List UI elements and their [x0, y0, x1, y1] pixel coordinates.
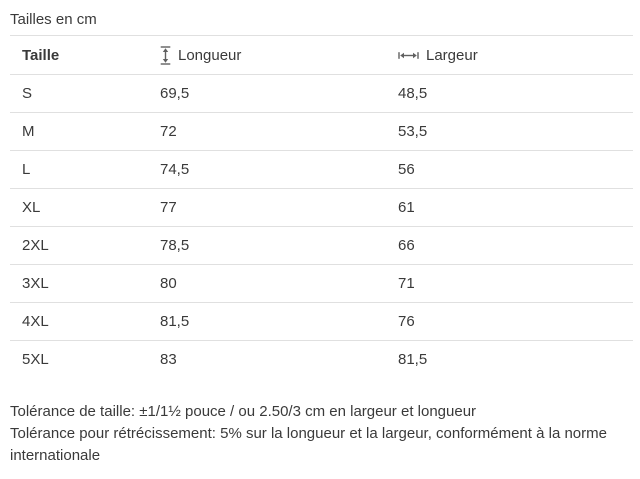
cell-length: 80 — [148, 264, 386, 303]
tolerance-size-note: Tolérance de taille: ±1/1½ pouce / ou 2.… — [10, 402, 477, 420]
table-row: XL 77 61 — [10, 188, 633, 227]
tolerance-notes: Tolérance de taille: ±1/1½ pouce / ou 2.… — [10, 401, 614, 467]
table-row: 3XL 80 71 — [10, 264, 633, 303]
page-title: Tailles en cm — [10, 11, 97, 28]
cell-length: 69,5 — [148, 74, 386, 113]
cell-width: 56 — [386, 150, 633, 189]
cell-size: S — [10, 74, 148, 113]
header-cell-width: Largeur — [386, 35, 633, 75]
table-header-row: Taille Long — [10, 35, 633, 75]
cell-width: 48,5 — [386, 74, 633, 113]
cell-length: 83 — [160, 351, 177, 369]
header-cell-length: Longueur — [148, 35, 386, 75]
table-row: L 74,5 56 — [10, 150, 633, 189]
cell-size: 5XL — [22, 351, 49, 369]
table-row: M 72 53,5 — [10, 112, 633, 151]
cell-size: M — [10, 112, 148, 151]
cell-length: 81,5 — [148, 302, 386, 341]
table-row: 4XL 81,5 76 — [10, 302, 633, 341]
cell-size: L — [10, 150, 148, 189]
cell-size: 4XL — [10, 302, 148, 341]
cell-width: 81,5 — [398, 351, 428, 369]
table-row: S 69,5 48,5 — [10, 74, 633, 113]
cell-length: 72 — [148, 112, 386, 151]
size-table: Taille Long — [10, 35, 633, 379]
header-cell-size: Taille — [10, 35, 148, 75]
header-label-length: Longueur — [178, 46, 242, 64]
cell-width: 71 — [386, 264, 633, 303]
length-measure-icon — [160, 45, 171, 65]
tolerance-shrinkage-note: Tolérance pour rétrécissement: 5% sur la… — [10, 424, 607, 464]
cell-width: 66 — [386, 226, 633, 265]
cell-length: 74,5 — [148, 150, 386, 189]
cell-length: 77 — [148, 188, 386, 227]
table-row: 2XL 78,5 66 — [10, 226, 633, 265]
cell-size: XL — [10, 188, 148, 227]
cell-width: 76 — [386, 302, 633, 341]
width-measure-icon — [398, 50, 419, 61]
table-row: 5XL 83 81,5 — [10, 341, 633, 379]
cell-size: 3XL — [10, 264, 148, 303]
cell-length: 78,5 — [148, 226, 386, 265]
header-label-width: Largeur — [426, 46, 478, 64]
cell-width: 61 — [386, 188, 633, 227]
cell-size: 2XL — [10, 226, 148, 265]
cell-width: 53,5 — [386, 112, 633, 151]
